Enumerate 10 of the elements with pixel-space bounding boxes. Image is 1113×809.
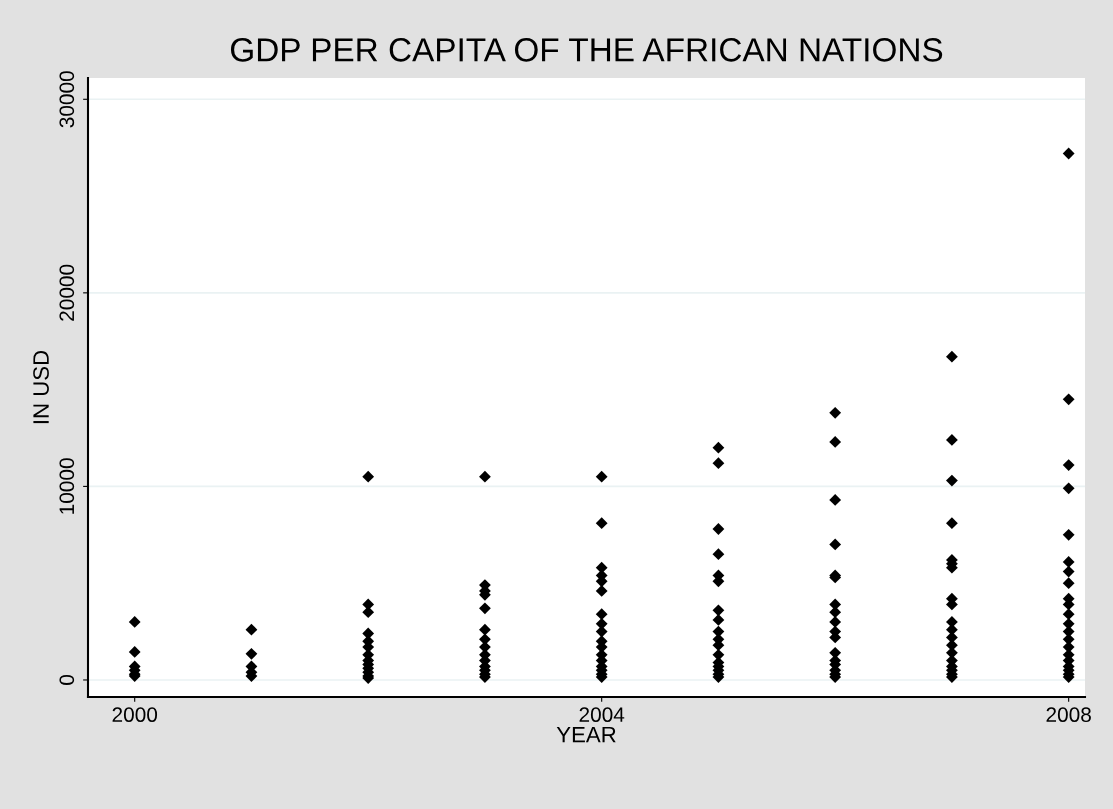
y-axis-title: IN USD <box>33 350 49 424</box>
x-tick-label: 2008 <box>1046 707 1091 723</box>
y-tick-label: 20000 <box>59 264 75 321</box>
y-tick-label: 30000 <box>59 71 75 128</box>
x-axis-title: YEAR <box>556 726 616 743</box>
y-tick-label: 0 <box>59 674 75 685</box>
y-tick-label: 10000 <box>59 458 75 514</box>
x-tick-label: 2004 <box>579 707 625 723</box>
chart-title: GDP PER CAPITA OF THE AFRICAN NATIONS <box>230 38 943 62</box>
x-tick-label: 2000 <box>112 707 158 723</box>
